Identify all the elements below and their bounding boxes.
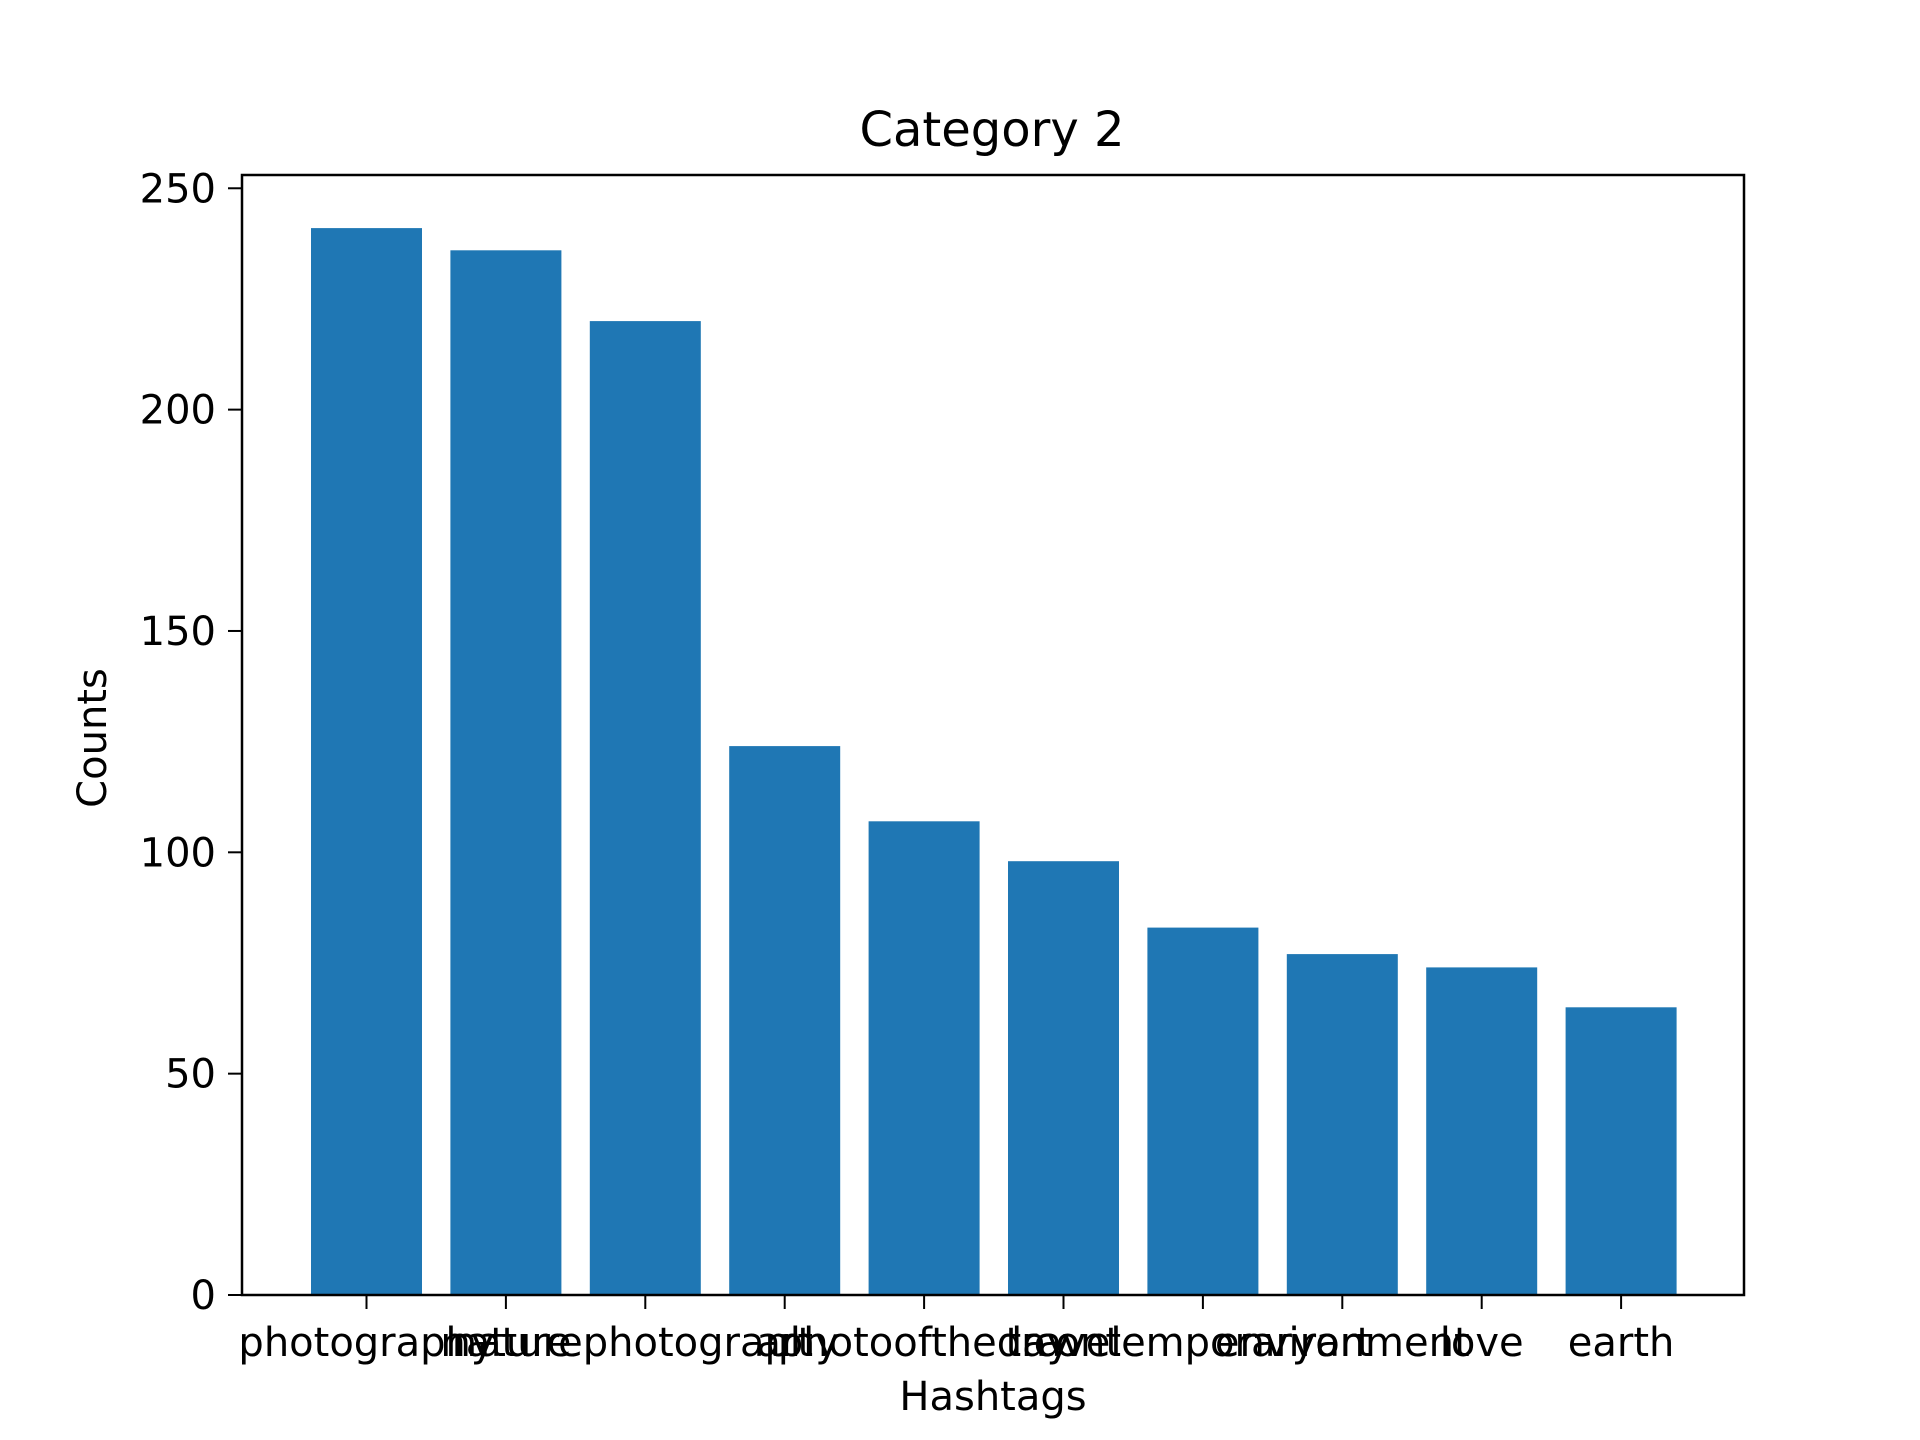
x-axis: photographynaturenaturephotographyartpho… — [238, 1295, 1674, 1366]
x-tick-label: environment — [1215, 1320, 1470, 1366]
x-tick-label: earth — [1568, 1320, 1675, 1366]
bar-contemporaryart — [1147, 927, 1259, 1295]
y-axis: 0 50 100 150 200 250 — [140, 166, 242, 1319]
x-tick-label: love — [1440, 1320, 1524, 1366]
bar-photography — [311, 228, 422, 1296]
x-tick-label: nature — [440, 1320, 571, 1366]
x-tick-label: travel — [1005, 1320, 1121, 1366]
y-tick-label: 100 — [140, 830, 216, 876]
x-tick-label: photography — [238, 1320, 494, 1366]
y-tick-label: 0 — [191, 1273, 216, 1319]
plot-frame — [240, 173, 1746, 1297]
bar-environment — [1286, 954, 1398, 1295]
bar-naturephotography — [589, 321, 701, 1296]
y-tick-label: 150 — [140, 609, 216, 655]
x-axis-title: Hashtags — [899, 1374, 1086, 1420]
bar-nature — [450, 250, 562, 1295]
bar-travel — [1008, 861, 1119, 1295]
x-tick-label: naturephotography — [452, 1320, 839, 1366]
bar-group — [311, 228, 1677, 1296]
bar-earth — [1565, 1007, 1677, 1295]
x-tick-label: photooftheday — [778, 1320, 1070, 1366]
y-tick-label: 50 — [165, 1052, 216, 1098]
bar-love — [1426, 967, 1538, 1295]
y-tick-label: 250 — [140, 166, 216, 212]
y-axis-title: Counts — [70, 668, 116, 808]
chart-title: Category 2 — [859, 102, 1124, 158]
x-tick-label: art — [756, 1320, 813, 1366]
x-tick-label: contemporaryart — [1034, 1320, 1373, 1366]
bar-photooftheday — [868, 821, 980, 1295]
y-tick-label: 200 — [140, 388, 216, 434]
bar-art — [729, 746, 841, 1295]
